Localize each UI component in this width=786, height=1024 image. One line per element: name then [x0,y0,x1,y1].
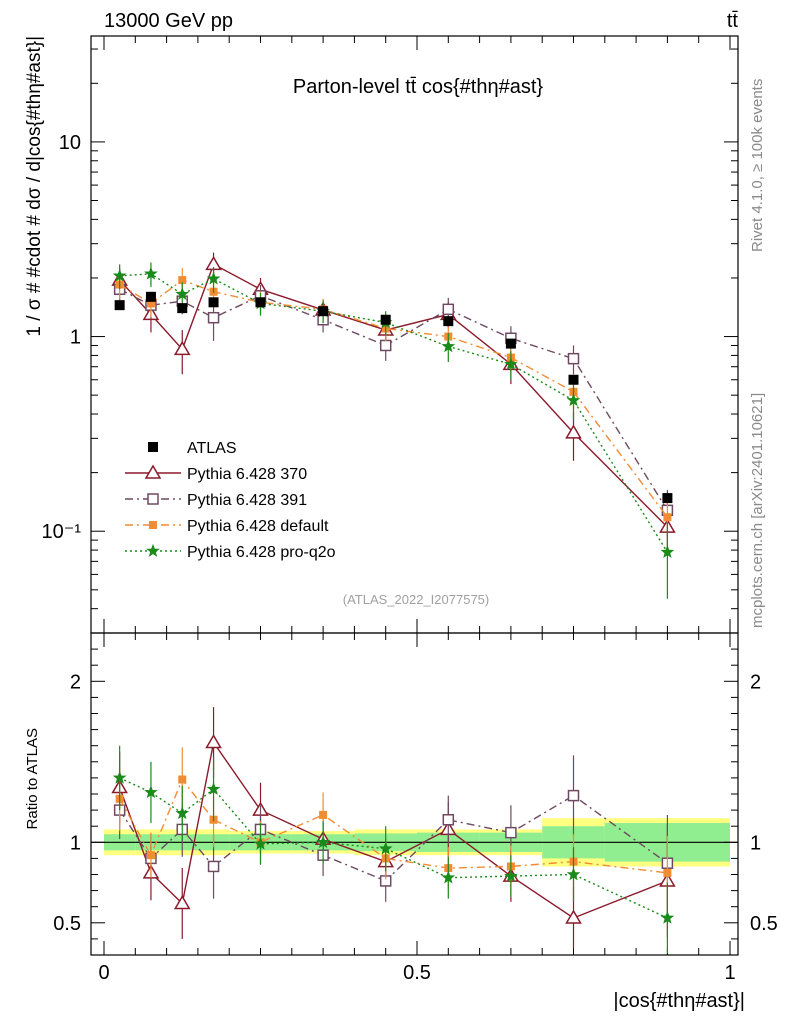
legend-label: Pythia 6.428 default [187,518,329,535]
ratio-point [206,782,221,795]
y-tick-label: 1 [70,832,81,854]
process-label: tt̄ [727,10,739,32]
x-tick-label: 1 [724,962,735,984]
data-point [255,297,266,308]
y-tick-label: 10 [59,132,81,154]
x-tick-label: 0 [98,962,109,984]
ratio-point [505,826,517,839]
series-line [119,263,668,528]
ratio-point [442,814,455,826]
mcplots-label: mcplots.cern.ch [arXiv:2401.10621] [749,393,766,628]
atlas-data [114,291,673,504]
data-point [178,276,187,285]
data-point [145,291,156,302]
legend-label: Pythia 6.428 pro-q2o [187,544,336,561]
ratio-point [173,894,191,910]
y-tick-label: 2 [70,671,81,693]
data-point [567,352,580,365]
y-tick-label-right: 0.5 [750,913,778,935]
y-tick-label: 1 [70,327,81,349]
ratio-point [144,785,158,799]
series-line [119,273,668,553]
ratio-point [660,910,675,924]
series-3 [112,262,675,599]
ratio-point [663,868,672,877]
legend-label: ATLAS [187,440,237,457]
ratio-point [178,775,187,784]
legend: ATLAS Pythia 6.428 370 Pythia 6.428 391 Pyt… [125,440,336,561]
y-tick-label: 10⁻¹ [42,521,82,543]
main-ylabel: 1 / σ # #cdot # dσ / d|cos{#thη#ast}| [24,36,45,337]
ratio-point [112,770,127,784]
legend-marker [144,464,162,479]
data-point [175,287,190,301]
legend-entry: Pythia 6.428 pro-q2o [125,543,336,561]
data-point [206,271,221,285]
data-point [318,306,329,317]
data-point [380,314,391,325]
data-point [662,493,673,504]
plot-title: Parton-level tt̄ cos{#thη#ast} [293,76,543,98]
ratio-point [567,789,580,802]
data-point [505,338,516,349]
data-point [442,303,455,316]
ratio-point [565,909,582,924]
rivet-version-label: Rivet 4.1.0, ≥ 100k events [749,79,766,252]
x-tick-label: 0.5 [403,962,431,984]
data-point [663,513,672,522]
ratio-point [441,870,456,884]
ratio-point [504,868,518,882]
data-point [504,357,518,371]
data-point [114,300,125,311]
legend-entry: Pythia 6.428 default [125,518,329,535]
ratio-point [205,733,222,749]
ratio-series-line [119,778,668,874]
legend-label: Pythia 6.428 370 [187,466,307,483]
ratio-point [316,835,330,849]
ratio-point [146,851,155,860]
ratio-point [253,836,268,850]
data-point [565,424,582,439]
legend-marker [146,543,160,557]
ratio-point [319,810,328,819]
ratio-point [378,841,393,855]
ratio-point [207,860,220,873]
legend-entry: Pythia 6.428 391 [125,492,307,509]
data-point [146,299,155,308]
data-point [379,339,392,352]
ratio-panel: 0 0.5 1 0.5 0.5 1 1 2 2 [53,632,778,984]
data-point [207,311,220,324]
ratio-point [566,867,581,881]
data-point [566,393,581,407]
ratio-ylabel: Ratio to ATLAS [24,728,41,829]
series-0 [111,252,676,556]
data-point [177,303,188,314]
y-tick-label-right: 2 [750,671,761,693]
collision-label: 13000 GeV pp [104,10,233,32]
ratio-series-3 [112,745,675,954]
legend-entry: Pythia 6.428 370 [125,464,307,483]
data-point [173,340,191,356]
y-tick-label: 0.5 [53,913,81,935]
main-panel: 10⁻¹ 1 10 [42,35,739,634]
data-point [568,374,579,385]
data-point [112,268,127,282]
legend-entry: ATLAS [148,440,237,457]
legend-label: Pythia 6.428 391 [187,492,307,509]
data-point [443,316,454,327]
data-point [208,297,219,308]
data-point [660,545,675,559]
ratio-point [175,806,190,820]
data-point [144,266,158,280]
analysis-id: (ATLAS_2022_I2077575) [343,592,489,607]
x-axis-label: |cos{#thη#ast}| [613,990,745,1012]
legend-marker [148,442,158,452]
legend-marker [149,521,157,529]
y-tick-label-right: 1 [750,832,761,854]
data-point [441,339,456,353]
legend-marker [147,493,159,505]
